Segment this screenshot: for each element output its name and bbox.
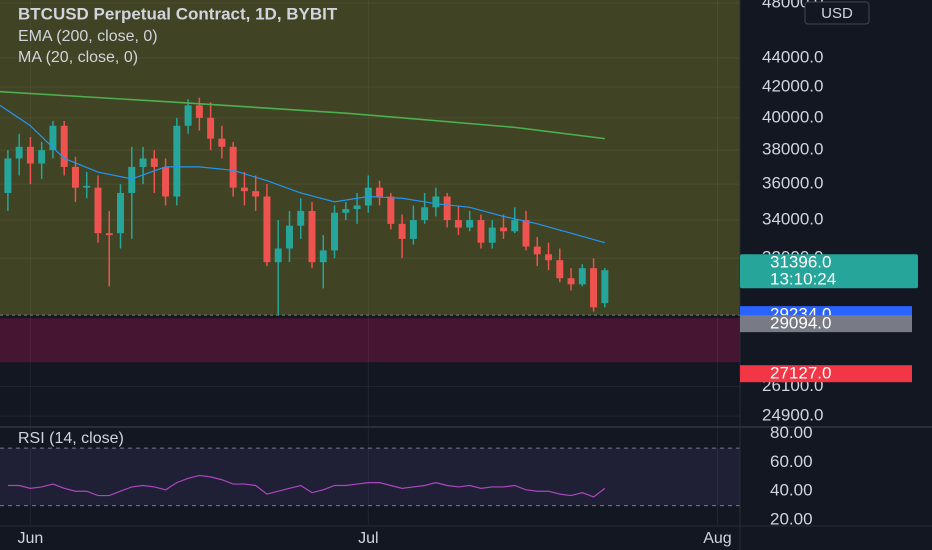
y-tick-label: 44000.0 (762, 47, 823, 66)
candle-body (488, 227, 496, 243)
candle-body (421, 207, 429, 221)
x-tick-label: Jun (18, 530, 44, 547)
y-tick-label: 42000.0 (762, 77, 823, 96)
candle-body (15, 146, 23, 159)
legend-ma: MA (20, close, 0) (18, 49, 138, 66)
rsi-band (0, 448, 740, 506)
plot-layer (0, 0, 740, 525)
candle-body (556, 260, 564, 279)
y-tick-label: 38000.0 (762, 140, 823, 159)
rsi-title: RSI (14, close) (18, 430, 124, 447)
candle-body (252, 191, 260, 197)
y-tick-label: 36000.0 (762, 174, 823, 193)
candle-body (432, 196, 440, 208)
candle-body (308, 210, 316, 263)
candle-body (207, 117, 215, 139)
candle-body (38, 150, 46, 164)
candle-body (522, 220, 530, 247)
rsi-line (7, 474, 606, 498)
candle-body (150, 158, 158, 167)
candle-body (49, 125, 57, 151)
candle-body (353, 205, 361, 210)
candle-body (466, 220, 474, 228)
indicator-line (0, 104, 606, 244)
currency-label[interactable]: USD (821, 5, 853, 22)
candle-body (590, 268, 598, 308)
candle-body (499, 227, 507, 232)
candle-body (274, 248, 282, 263)
currency-button[interactable] (804, 1, 870, 25)
rsi-tick-label: 20.00 (770, 509, 813, 528)
y-tick-label: 24900.0 (762, 406, 823, 425)
candle-body (578, 268, 586, 285)
level-badge (740, 315, 912, 333)
candle-body (477, 220, 485, 243)
candle-body (533, 246, 541, 255)
axis-layer: 48000.0 44000.0 42000.0 40000.0 38000.0 36000… (18, 0, 918, 547)
last-price-label: 31396.0 (770, 253, 831, 272)
level-label: 29094.0 (770, 314, 831, 333)
candle-body (240, 187, 248, 192)
candle-body (601, 270, 609, 304)
candle-body (263, 196, 271, 263)
candle-body (443, 196, 451, 221)
legend-ema: EMA (200, close, 0) (18, 28, 158, 45)
candle-body (409, 220, 417, 239)
candle-body (545, 254, 553, 261)
candle-body (162, 166, 170, 197)
y-tick-label: 40000.0 (762, 107, 823, 126)
candle-body (454, 220, 462, 228)
candle-body (4, 158, 12, 193)
chart-title: BTCUSD Perpetual Contract, 1D, BYBIT (18, 4, 338, 23)
x-tick-label: Jul (358, 530, 378, 547)
y-tick-label: 34000.0 (762, 210, 823, 229)
candle-body (117, 192, 125, 234)
candle-body (376, 187, 384, 197)
candle-body (297, 210, 305, 226)
indicator-line (0, 90, 605, 140)
x-tick-label: Aug (703, 530, 731, 547)
candle-body (26, 146, 34, 164)
candle-body (398, 223, 406, 239)
level-label: 27127.0 (770, 364, 831, 383)
candle-body (285, 225, 293, 249)
y-tick-label: 48000.0 (762, 0, 823, 12)
candle-body (139, 158, 147, 167)
rsi-tick-label: 40.00 (770, 481, 813, 500)
candle-body (331, 212, 339, 251)
candle-body (387, 196, 395, 224)
countdown-label: 13:10:24 (770, 270, 836, 289)
candle-body (195, 105, 203, 118)
candle-body (342, 209, 350, 213)
candle-body (71, 166, 79, 188)
candle-body (229, 146, 237, 188)
candle-body (319, 250, 327, 263)
candle-body (184, 105, 192, 126)
candle-body (173, 125, 181, 197)
rsi-tick-label: 60.00 (770, 452, 813, 471)
candle-body (60, 125, 68, 167)
rsi-tick-label: 80.00 (770, 423, 813, 442)
zone (0, 0, 740, 316)
candle-body (105, 233, 113, 236)
candle-body (511, 220, 519, 232)
candle-body (567, 278, 575, 285)
last-price-badge (740, 254, 918, 289)
zone (0, 318, 740, 363)
candle-body (83, 185, 91, 188)
candle-body (94, 187, 102, 234)
level-badge (740, 365, 912, 383)
candle-body (128, 166, 136, 193)
candle-body (218, 138, 226, 147)
